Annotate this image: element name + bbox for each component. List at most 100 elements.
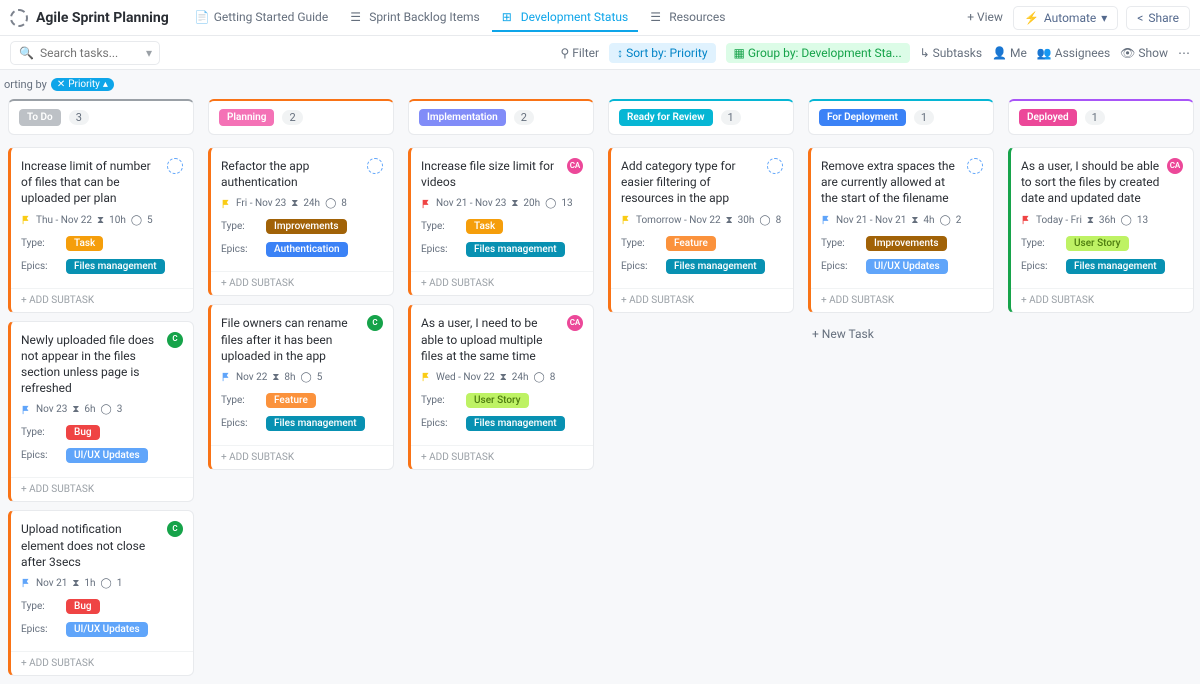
show-button[interactable]: 👁 Show [1120, 46, 1168, 60]
assignee-avatar[interactable]: CA [1167, 158, 1183, 174]
epic-tag[interactable]: Files management [266, 416, 365, 431]
priority-flag-icon [21, 405, 31, 415]
chevron-down-icon[interactable]: ▾ [146, 46, 152, 60]
chevron-down-icon: ▾ [1101, 11, 1107, 25]
type-tag[interactable]: User Story [466, 393, 529, 408]
more-icon[interactable]: ⋯ [1178, 46, 1190, 60]
epic-tag[interactable]: Files management [466, 416, 565, 431]
card-meta: Today - Fri ⧗ 36h ◯ 13 [1021, 215, 1183, 226]
tab-resources[interactable]: ☰Resources [640, 4, 735, 32]
column-header[interactable]: To Do 3 [8, 99, 194, 135]
type-tag[interactable]: Improvements [266, 219, 347, 234]
assignee-avatar[interactable]: CA [567, 158, 583, 174]
column-header[interactable]: Implementation 2 [408, 99, 594, 135]
epics-row: Epics: Files management [21, 255, 183, 278]
task-card[interactable]: As a user, I should be able to sort the … [1008, 147, 1194, 313]
type-tag[interactable]: Task [66, 236, 103, 251]
type-tag[interactable]: Task [466, 219, 503, 234]
priority-flag-icon [21, 215, 31, 225]
share-button[interactable]: < Share [1126, 6, 1190, 30]
column-header[interactable]: Deployed 1 [1008, 99, 1194, 135]
tab-getting-started-guide[interactable]: 📄Getting Started Guide [185, 4, 338, 32]
assignee-avatar[interactable]: CA [567, 315, 583, 331]
epic-tag[interactable]: UI/UX Updates [66, 622, 148, 637]
assignee-avatar[interactable]: C [167, 521, 183, 537]
add-subtask-button[interactable]: + ADD SUBTASK [1011, 288, 1193, 312]
epic-tag[interactable]: UI/UX Updates [66, 448, 148, 463]
task-card[interactable]: File owners can rename files after it ha… [208, 304, 394, 470]
type-tag[interactable]: Bug [66, 425, 100, 440]
epic-tag[interactable]: Files management [1066, 259, 1165, 274]
add-subtask-button[interactable]: + ADD SUBTASK [411, 445, 593, 469]
assignee-avatar[interactable] [967, 158, 983, 174]
epic-tag[interactable]: Authentication [266, 242, 348, 257]
add-subtask-button[interactable]: + ADD SUBTASK [11, 651, 193, 675]
task-card[interactable]: Newly uploaded file does not appear in t… [8, 321, 194, 503]
type-tag[interactable]: User Story [1066, 236, 1129, 251]
task-card[interactable]: Increase limit of number of files that c… [8, 147, 194, 313]
task-card[interactable]: As a user, I need to be able to upload m… [408, 304, 594, 470]
new-task-button[interactable]: + New Task [808, 321, 994, 347]
card-title: As a user, I need to be able to upload m… [421, 315, 561, 364]
tab-sprint-backlog-items[interactable]: ☰Sprint Backlog Items [340, 4, 490, 32]
priority-flag-icon [821, 215, 831, 225]
add-subtask-button[interactable]: + ADD SUBTASK [811, 288, 993, 312]
epic-tag[interactable]: Files management [666, 259, 765, 274]
card-title: Increase file size limit for videos [421, 158, 561, 190]
bolt-icon: ⚡ [1024, 11, 1039, 25]
subtasks-button[interactable]: ↳ Subtasks [920, 46, 982, 60]
search-wrap[interactable]: 🔍 ▾ [10, 41, 160, 65]
task-card[interactable]: Add category type for easier filtering o… [608, 147, 794, 313]
add-subtask-button[interactable]: + ADD SUBTASK [211, 271, 393, 295]
hourglass-icon: ⧗ [272, 372, 279, 383]
epic-tag[interactable]: Files management [466, 242, 565, 257]
add-view[interactable]: + View [957, 4, 1013, 32]
assignees-button[interactable]: 👥 Assignees [1037, 46, 1110, 60]
column-header[interactable]: Planning 2 [208, 99, 394, 135]
tab-development-status[interactable]: ⊞Development Status [492, 4, 639, 32]
sort-button[interactable]: ↕ Sort by: Priority [609, 43, 715, 63]
card-points: 13 [1137, 215, 1148, 226]
me-button[interactable]: 👤 Me [992, 46, 1027, 60]
type-tag[interactable]: Feature [266, 393, 316, 408]
add-subtask-button[interactable]: + ADD SUBTASK [11, 477, 193, 501]
card-meta: Thu - Nov 22 ⧗ 10h ◯ 5 [21, 215, 183, 226]
epic-tag[interactable]: UI/UX Updates [866, 259, 948, 274]
add-subtask-button[interactable]: + ADD SUBTASK [411, 271, 593, 295]
card-title: Increase limit of number of files that c… [21, 158, 161, 207]
assignee-avatar[interactable] [367, 158, 383, 174]
assignee-avatar[interactable] [767, 158, 783, 174]
epic-tag[interactable]: Files management [66, 259, 165, 274]
task-card[interactable]: Remove extra spaces the are currently al… [808, 147, 994, 313]
hourglass-icon: ⧗ [1087, 215, 1094, 226]
group-button[interactable]: ▦ Group by: Development Sta... [726, 43, 910, 63]
type-tag[interactable]: Improvements [866, 236, 947, 251]
column-header[interactable]: Ready for Review 1 [608, 99, 794, 135]
card-estimate: 36h [1099, 215, 1116, 226]
assignee-avatar[interactable]: C [367, 315, 383, 331]
sorting-priority-tag[interactable]: ✕ Priority ▴ [51, 78, 114, 91]
add-subtask-button[interactable]: + ADD SUBTASK [11, 288, 193, 312]
task-card[interactable]: Increase file size limit for videos CA N… [408, 147, 594, 296]
task-card[interactable]: Upload notification element does not clo… [8, 510, 194, 676]
card-title: Refactor the app authentication [221, 158, 361, 190]
type-tag[interactable]: Bug [66, 599, 100, 614]
card-points: 5 [317, 372, 323, 383]
column-header[interactable]: For Deployment 1 [808, 99, 994, 135]
column-deployed: Deployed 1 As a user, I should be able t… [1008, 99, 1194, 684]
type-label: Type: [21, 601, 66, 612]
assignee-avatar[interactable]: C [167, 332, 183, 348]
assignee-avatar[interactable] [167, 158, 183, 174]
filter-button[interactable]: ⚲ Filter [560, 46, 599, 60]
add-subtask-button[interactable]: + ADD SUBTASK [211, 445, 393, 469]
automate-button[interactable]: ⚡ Automate ▾ [1013, 6, 1118, 30]
points-icon: ◯ [325, 198, 336, 209]
task-card[interactable]: Refactor the app authentication Fri - No… [208, 147, 394, 296]
add-subtask-button[interactable]: + ADD SUBTASK [611, 288, 793, 312]
share-icon: < [1137, 11, 1143, 25]
type-label: Type: [21, 238, 66, 249]
type-tag[interactable]: Feature [666, 236, 716, 251]
card-title: Upload notification element does not clo… [21, 521, 161, 570]
card-title: As a user, I should be able to sort the … [1021, 158, 1161, 207]
search-input[interactable] [40, 46, 140, 60]
